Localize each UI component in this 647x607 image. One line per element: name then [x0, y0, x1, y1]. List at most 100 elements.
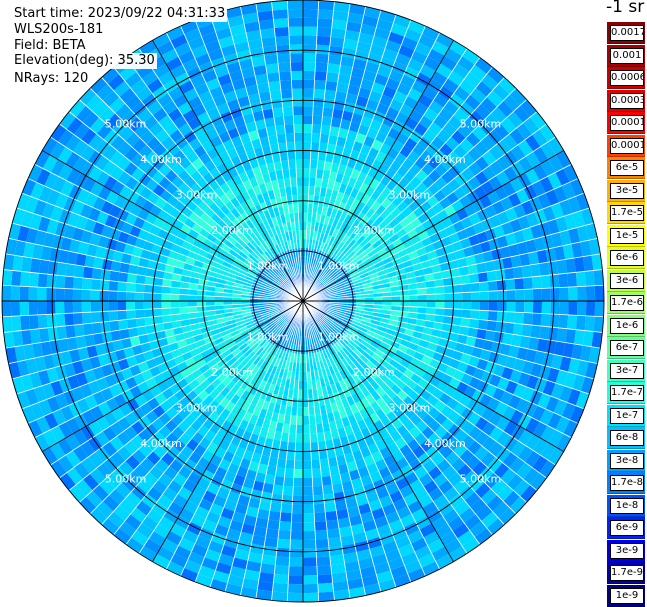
range-gate: [277, 53, 291, 64]
range-gate: [290, 406, 298, 416]
range-gate: [275, 317, 284, 325]
range-gate: [281, 341, 288, 351]
range-gate: [256, 508, 270, 520]
range-gate: [117, 416, 132, 432]
range-gate: [516, 241, 529, 255]
range-gate: [217, 358, 228, 368]
range-gate: [119, 328, 130, 340]
range-gate: [38, 259, 50, 275]
range-gate: [313, 503, 326, 514]
range-gate: [536, 249, 548, 264]
range-gate: [336, 351, 345, 361]
range-gate: [178, 465, 193, 480]
range-gate: [369, 252, 380, 262]
range-gate: [230, 454, 243, 467]
range-gate: [195, 573, 213, 588]
range-gate: [475, 431, 490, 446]
range-gate: [445, 136, 460, 151]
range-gate: [575, 391, 590, 409]
range-gate: [360, 23, 377, 36]
range-gate: [365, 207, 376, 219]
range-gate: [261, 265, 271, 274]
range-gate: [355, 369, 365, 380]
range-gate: [385, 328, 396, 336]
range-gate: [50, 380, 64, 397]
range-gate: [308, 186, 316, 196]
range-gate: [431, 452, 446, 467]
range-gate: [79, 203, 93, 219]
range-gate: [381, 256, 392, 265]
range-gate: [196, 477, 211, 491]
range-gate: [356, 265, 367, 273]
range-gate: [371, 225, 382, 236]
range-gate: [82, 323, 94, 336]
range-gate: [427, 48, 445, 64]
range-gate: [477, 271, 488, 283]
range-gate: [129, 385, 142, 399]
range-gate: [174, 452, 189, 466]
range-gate: [332, 318, 342, 326]
range-gate: [129, 364, 142, 377]
range-gate: [252, 262, 262, 270]
range-gate: [241, 523, 256, 535]
range-gate: [366, 329, 376, 338]
range-gate: [131, 138, 147, 153]
range-gate: [20, 315, 31, 331]
range-gate: [545, 396, 560, 413]
range-gate: [145, 437, 160, 452]
range-gate: [345, 310, 355, 315]
range-gate: [252, 332, 262, 340]
range-gate: [252, 356, 262, 366]
range-gate: [342, 259, 352, 268]
range-gate: [260, 267, 269, 275]
range-gate: [250, 342, 260, 352]
range-gate: [243, 244, 253, 254]
range-gate: [132, 181, 146, 195]
range-gate: [374, 349, 385, 359]
range-gate: [470, 282, 480, 293]
range-gate: [36, 416, 51, 434]
range-gate: [90, 278, 101, 291]
range-gate: [446, 150, 461, 165]
range-gate: [354, 331, 365, 340]
range-gate: [562, 243, 575, 260]
range-gate: [354, 312, 364, 318]
range-gate: [475, 80, 493, 98]
range-gate: [145, 324, 156, 335]
range-gate: [289, 334, 294, 344]
range-gate: [459, 485, 475, 501]
range-gate: [303, 424, 310, 434]
range-gate: [236, 408, 247, 420]
range-gate: [474, 57, 493, 74]
range-gate: [350, 523, 365, 535]
range-gate: [467, 327, 478, 338]
colorbar-tick-label: 1e-7: [610, 407, 644, 424]
range-gate: [411, 537, 428, 552]
range-gate: [329, 465, 340, 476]
range-gate: [71, 386, 85, 402]
range-gate: [358, 225, 369, 236]
range-gate: [80, 424, 96, 441]
range-gate: [55, 288, 65, 301]
range-gate: [267, 354, 275, 365]
range-gate: [500, 117, 517, 134]
range-gate: [225, 412, 237, 424]
range-gate: [341, 47, 357, 59]
range-gate: [214, 256, 225, 265]
range-gate: [344, 29, 361, 42]
range-gate: [57, 129, 74, 147]
range-gate: [536, 338, 548, 353]
range-gate: [237, 366, 248, 377]
range-gate: [292, 97, 303, 107]
range-gate: [212, 495, 227, 508]
range-gate: [275, 277, 284, 285]
range-gate: [243, 360, 253, 370]
range-gate: [547, 412, 562, 430]
range-gate: [303, 221, 308, 231]
range-gate: [446, 437, 461, 452]
range-gate: [456, 228, 469, 241]
range-gate: [194, 506, 210, 520]
range-gate: [509, 369, 522, 384]
range-gate: [515, 188, 530, 204]
range-gate: [203, 257, 215, 267]
